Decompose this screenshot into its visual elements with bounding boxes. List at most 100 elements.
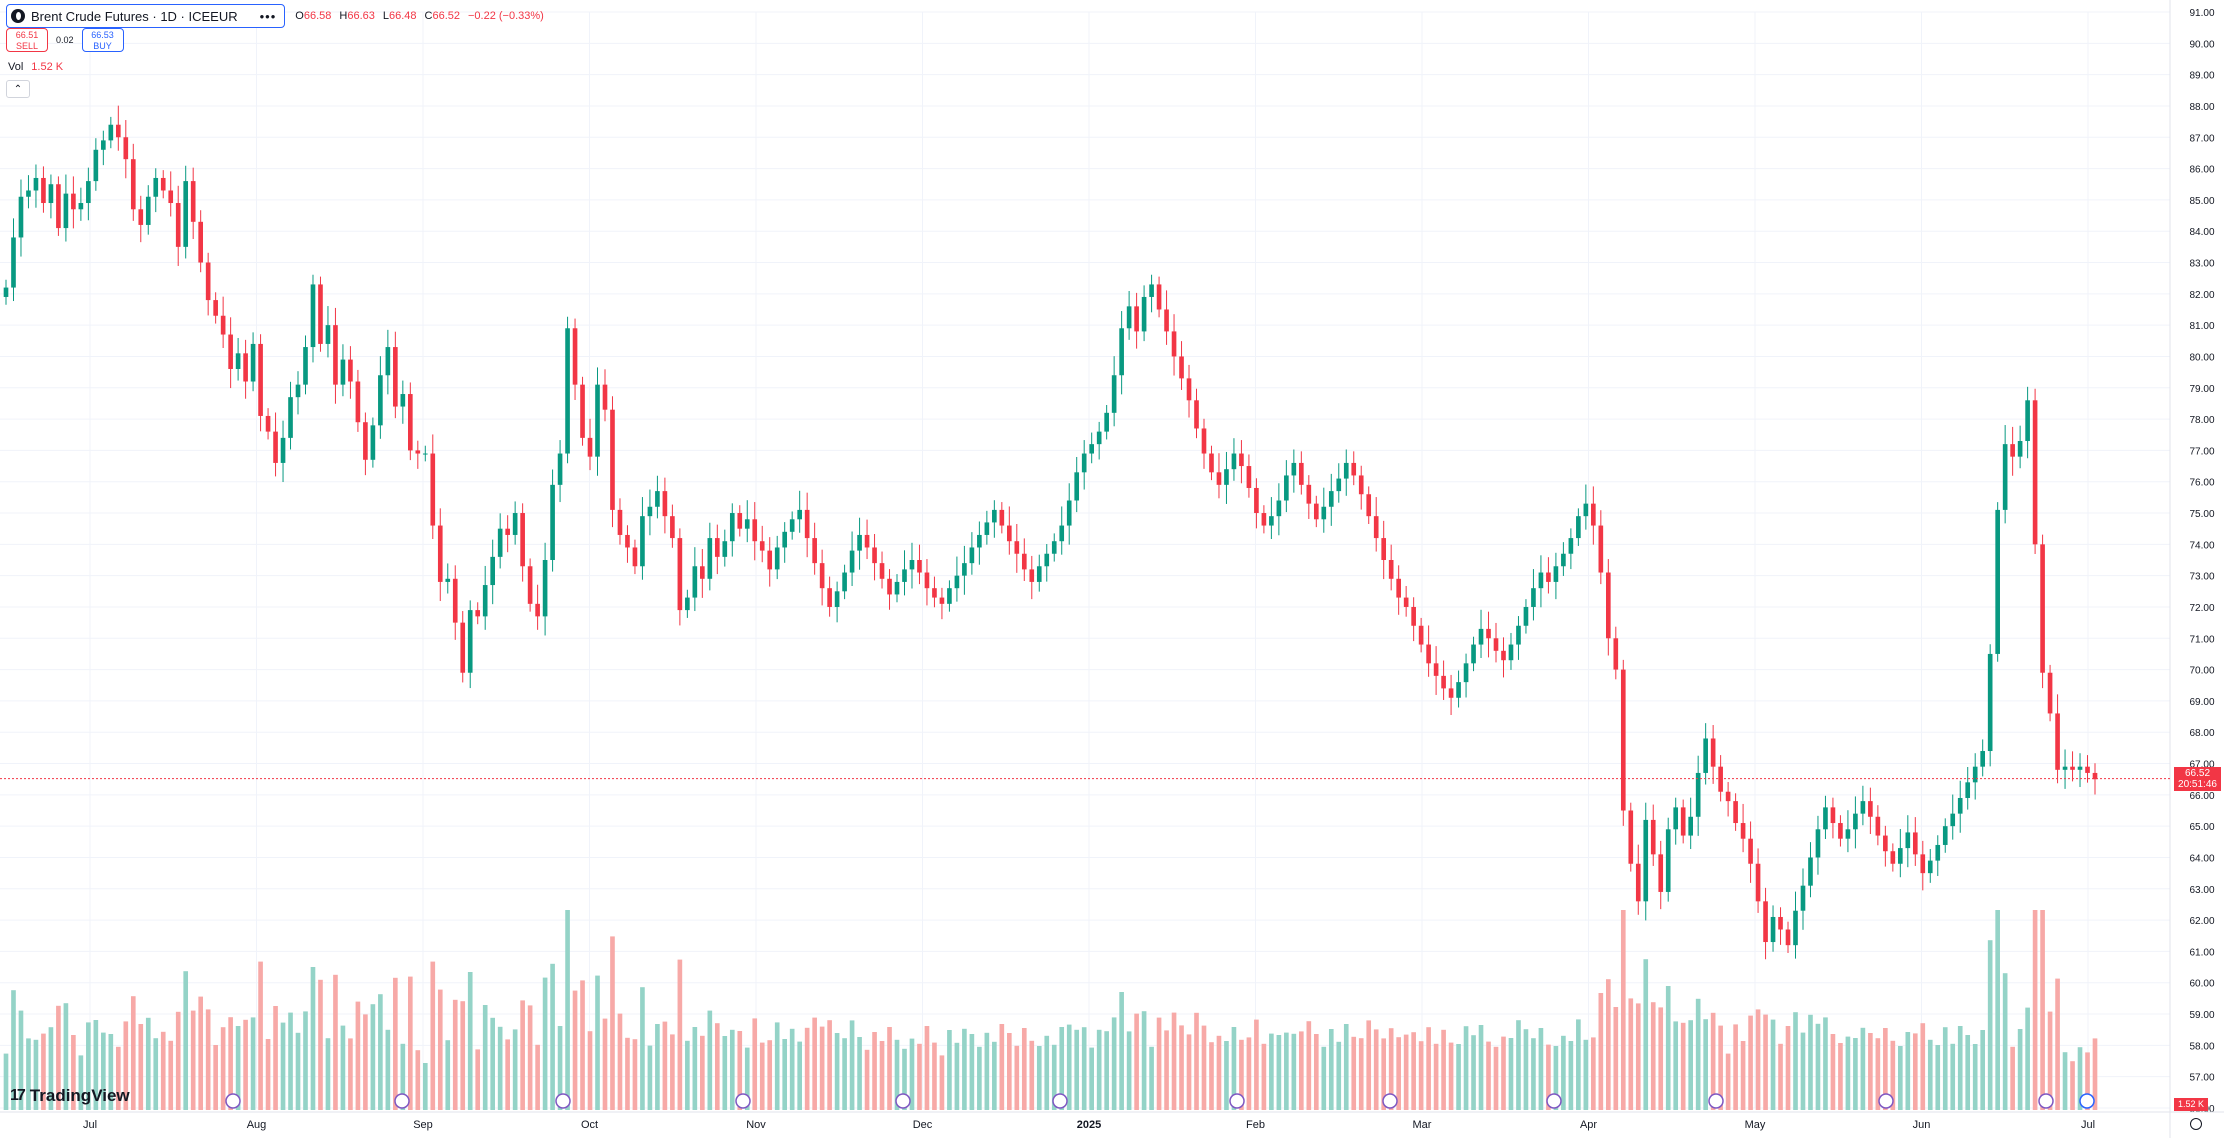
volume-bar bbox=[1591, 1037, 1596, 1110]
candle-body bbox=[18, 196, 24, 238]
volume-bar bbox=[1066, 1024, 1072, 1110]
volume-bar bbox=[340, 1025, 346, 1110]
y-tick-label: 90.00 bbox=[2189, 39, 2214, 50]
settings-icon[interactable] bbox=[2190, 1118, 2202, 1130]
volume-bar bbox=[542, 977, 548, 1110]
candle-body bbox=[999, 509, 1005, 526]
candle-body bbox=[108, 124, 114, 141]
volume-bar bbox=[1441, 1029, 1446, 1110]
volume-bar bbox=[1209, 1042, 1214, 1110]
volume-bar bbox=[1516, 1020, 1521, 1110]
chevron-up-icon[interactable]: ⌃ bbox=[6, 80, 30, 98]
candle-body bbox=[1605, 572, 1611, 639]
volume-bar bbox=[378, 994, 383, 1110]
candle-body bbox=[475, 610, 481, 617]
volume-bar bbox=[2092, 1038, 2098, 1110]
tradingview-logo[interactable]: 17 TradingView bbox=[10, 1086, 130, 1106]
volume-bar bbox=[3, 1053, 9, 1110]
candle-body bbox=[1927, 860, 1933, 874]
candle-body bbox=[804, 509, 810, 539]
volume-bar bbox=[1718, 1025, 1723, 1110]
candle-body bbox=[789, 519, 795, 532]
candle-body bbox=[1703, 738, 1708, 773]
candle-body bbox=[909, 560, 915, 570]
candle-body bbox=[602, 384, 608, 410]
volume-bar bbox=[355, 1001, 361, 1110]
volume-bar bbox=[902, 1048, 907, 1110]
candle-body bbox=[1179, 356, 1184, 379]
candle-body bbox=[1126, 306, 1132, 329]
more-options-icon[interactable]: ••• bbox=[259, 8, 277, 24]
y-tick-label: 82.00 bbox=[2189, 290, 2214, 301]
candle-body bbox=[864, 534, 870, 548]
y-tick-label: 73.00 bbox=[2189, 572, 2214, 583]
volume-bar bbox=[1164, 1030, 1169, 1110]
volume-bar bbox=[655, 1024, 660, 1110]
candle-body bbox=[1171, 331, 1177, 357]
y-tick-label: 65.00 bbox=[2189, 822, 2214, 833]
y-tick-label: 60.00 bbox=[2189, 979, 2214, 990]
volume-bar bbox=[1898, 1046, 1903, 1110]
x-tick-label: 2025 bbox=[1077, 1119, 1101, 1131]
volume-bar bbox=[415, 1050, 421, 1110]
candle-body bbox=[1830, 807, 1836, 824]
volume-bar bbox=[625, 1037, 630, 1110]
candle-body bbox=[827, 588, 832, 607]
x-tick-label: May bbox=[1745, 1119, 1766, 1131]
candle-body bbox=[1433, 663, 1439, 676]
buy-button[interactable]: 66.53 BUY bbox=[81, 28, 124, 52]
volume-bar bbox=[632, 1039, 638, 1110]
candle-body bbox=[1261, 513, 1267, 526]
candle-body bbox=[2055, 713, 2060, 770]
candle-body bbox=[1134, 306, 1139, 332]
volume-bar bbox=[744, 1047, 750, 1110]
volume-bar bbox=[1583, 1039, 1589, 1110]
volume-bar bbox=[2032, 910, 2038, 1110]
volume-bar bbox=[1868, 1033, 1873, 1110]
volume-bar bbox=[1373, 1029, 1379, 1110]
volume-bar bbox=[130, 996, 136, 1110]
candle-body bbox=[1860, 801, 1866, 814]
volume-bar bbox=[1890, 1040, 1896, 1110]
candle-body bbox=[1493, 638, 1499, 651]
candle-body bbox=[1044, 553, 1050, 567]
volume-bar bbox=[78, 1055, 84, 1110]
volume-bar bbox=[670, 1034, 675, 1110]
high-label: H bbox=[339, 10, 348, 22]
candle-body bbox=[190, 181, 196, 222]
volume-bar bbox=[1703, 1019, 1708, 1110]
change-value: −0.22 (−0.33%) bbox=[468, 10, 544, 22]
volume-bar bbox=[490, 1017, 496, 1110]
candle-body bbox=[1838, 823, 1843, 839]
volume-bar bbox=[1875, 1038, 1881, 1110]
volume-bar bbox=[924, 1026, 930, 1110]
volume-bar bbox=[1710, 1012, 1716, 1110]
sell-button[interactable]: 66.51 SELL bbox=[6, 28, 48, 52]
volume-bar bbox=[1396, 1037, 1401, 1110]
volume-bar bbox=[1800, 1032, 1806, 1110]
candle-body bbox=[714, 538, 720, 557]
candle-body bbox=[378, 375, 383, 426]
candle-body bbox=[175, 203, 181, 247]
volume-bar bbox=[422, 1063, 428, 1110]
candle-body bbox=[1785, 929, 1791, 946]
volume-bar bbox=[722, 1036, 728, 1110]
candle-body bbox=[632, 547, 638, 567]
volume-bar bbox=[977, 1046, 982, 1110]
volume-bar bbox=[475, 1049, 481, 1110]
candle-body bbox=[1553, 566, 1559, 582]
volume-bar bbox=[1942, 1027, 1948, 1110]
volume-bar bbox=[303, 1011, 308, 1110]
volume-bar bbox=[86, 1022, 91, 1110]
candle-body bbox=[1620, 669, 1626, 811]
volume-bar bbox=[640, 987, 645, 1110]
y-tick-label: 79.00 bbox=[2189, 384, 2214, 395]
volume-bar bbox=[992, 1041, 997, 1110]
volume-bar bbox=[1269, 1033, 1274, 1110]
volume-bar bbox=[1793, 1012, 1798, 1110]
candle-body bbox=[115, 124, 121, 138]
candle-body bbox=[1740, 823, 1746, 839]
event-marker-icon bbox=[1229, 1093, 1245, 1109]
symbol-selector[interactable]: Brent Crude Futures · 1D · ICEEUR ••• bbox=[6, 4, 286, 28]
